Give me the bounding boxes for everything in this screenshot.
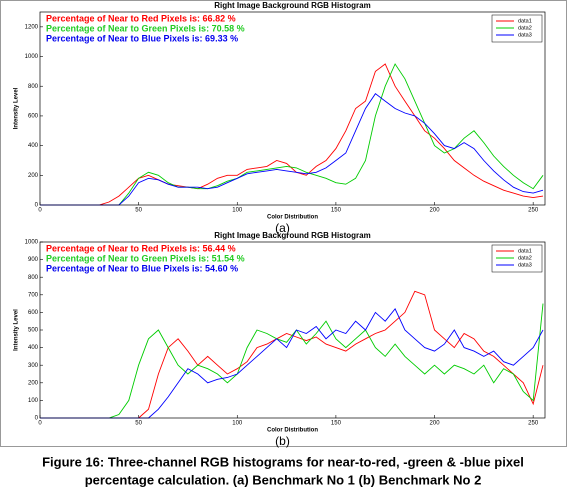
panel-label: (a) — [275, 221, 290, 235]
x-tick-label: 250 — [528, 208, 539, 214]
x-tick-label: 100 — [232, 208, 243, 214]
panel-label: (b) — [275, 434, 290, 448]
annotation: Percentage of Near to Green Pixels is: 5… — [46, 253, 245, 263]
legend-label: data1 — [518, 18, 532, 24]
x-tick-label: 0 — [38, 421, 42, 427]
y-tick-label: 200 — [28, 380, 39, 386]
caption-line: percentage calculation. (a) Benchmark No… — [85, 472, 482, 487]
legend-label: data3 — [518, 262, 532, 268]
annotation: Percentage of Near to Blue Pixels is: 54… — [46, 263, 238, 273]
x-axis-label: Color Distribution — [267, 215, 318, 221]
y-axis-label: Intensity Level — [14, 87, 20, 129]
x-axis-label: Color Distribution — [267, 428, 318, 434]
legend-box — [491, 244, 543, 273]
y-tick-label: 1200 — [25, 24, 39, 30]
y-tick-label: 0 — [35, 416, 39, 422]
y-axis-label: Intensity Level — [14, 309, 20, 351]
y-tick-label: 1000 — [25, 240, 39, 246]
plot-frame — [39, 241, 546, 419]
x-tick-label: 200 — [430, 421, 441, 427]
y-tick-label: 900 — [28, 257, 39, 263]
series-line — [40, 63, 544, 206]
y-tick-label: 100 — [28, 398, 39, 404]
y-tick-label: 400 — [28, 143, 39, 149]
series-line — [40, 63, 544, 206]
annotation: Percentage of Near to Green Pixels is: 7… — [46, 23, 245, 33]
x-tick-label: 0 — [38, 208, 42, 214]
plot-area — [40, 242, 545, 418]
y-tick-label: 800 — [28, 84, 39, 90]
x-tick-label: 250 — [528, 421, 539, 427]
y-tick-label: 600 — [28, 114, 39, 120]
x-tick-label: 50 — [135, 421, 142, 427]
y-tick-label: 500 — [28, 328, 39, 334]
x-tick-label: 150 — [331, 421, 342, 427]
x-tick-label: 100 — [232, 421, 243, 427]
y-tick-label: 300 — [28, 363, 39, 369]
y-tick-label: 200 — [28, 173, 39, 179]
chart-title: Right Image Background RGB Histogram — [214, 231, 370, 240]
series-line — [40, 93, 544, 206]
annotation: Percentage of Near to Blue Pixels is: 69… — [46, 33, 238, 43]
legend-box — [491, 14, 543, 43]
y-tick-label: 1000 — [25, 54, 39, 60]
legend-label: data2 — [518, 25, 532, 31]
legend-label: data1 — [518, 248, 532, 254]
x-tick-label: 200 — [430, 208, 441, 214]
annotation: Percentage of Near to Red Pixels is: 56.… — [46, 243, 236, 253]
x-tick-label: 150 — [331, 208, 342, 214]
chart-title: Right Image Background RGB Histogram — [214, 1, 370, 10]
x-tick-label: 50 — [135, 208, 142, 214]
legend-label: data2 — [518, 255, 532, 261]
plot-frame — [39, 11, 546, 206]
annotation: Percentage of Near to Red Pixels is: 66.… — [46, 13, 236, 23]
series-line — [40, 303, 544, 419]
y-tick-label: 400 — [28, 345, 39, 351]
y-tick-label: 700 — [28, 292, 39, 298]
y-tick-label: 800 — [28, 275, 39, 281]
plot-area — [40, 12, 545, 205]
legend-label: data3 — [518, 32, 532, 38]
caption-line: Figure 16: Three-channel RGB histograms … — [42, 454, 524, 469]
y-tick-label: 600 — [28, 310, 39, 316]
y-tick-label: 0 — [35, 203, 39, 209]
